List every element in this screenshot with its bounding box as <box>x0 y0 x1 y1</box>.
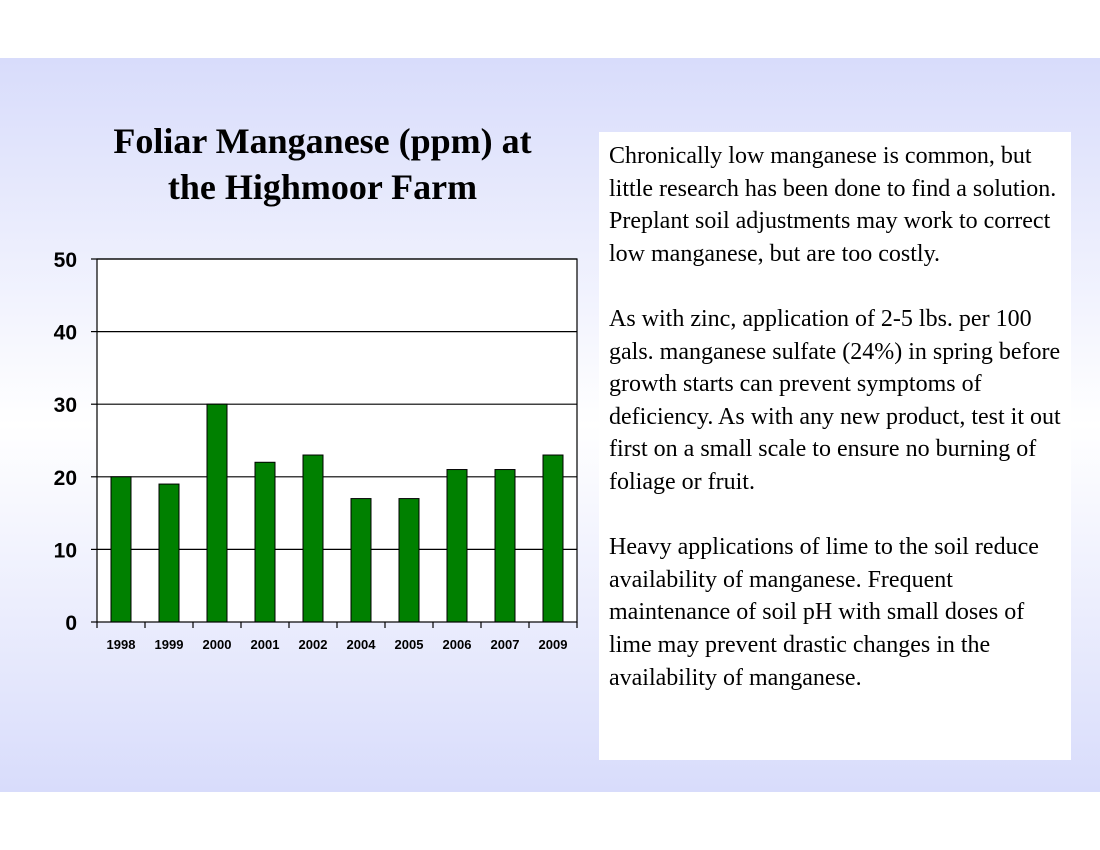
x-tick-label-2009: 2009 <box>539 637 568 652</box>
bar-2004 <box>350 498 372 623</box>
paragraph-2: As with zinc, application of 2-5 lbs. pe… <box>609 305 1061 495</box>
y-tick-label-0: 0 <box>65 612 77 635</box>
bar-2000 <box>206 403 228 623</box>
bar-2009 <box>542 454 564 623</box>
bar-2002 <box>302 454 324 623</box>
chart-title-line-1: Foliar Manganese (ppm) at <box>113 121 532 161</box>
bar-1998 <box>110 476 132 623</box>
paragraph-3: Heavy applications of lime to the soil r… <box>609 534 1039 691</box>
bar-1999 <box>158 483 180 623</box>
chart-title-line-2: the Highmoor Farm <box>167 167 478 207</box>
y-tick-label-40: 40 <box>54 322 77 345</box>
y-tick-label-50: 50 <box>54 249 77 272</box>
x-tick-label-2001: 2001 <box>251 637 280 652</box>
x-tick-label-2002: 2002 <box>299 637 328 652</box>
y-tick-label-20: 20 <box>54 467 77 490</box>
x-tick-label-1998: 1998 <box>107 637 136 652</box>
x-tick-label-2004: 2004 <box>347 637 377 652</box>
bar-2005 <box>398 498 420 623</box>
x-tick-label-2005: 2005 <box>395 637 424 652</box>
x-tick-label-2007: 2007 <box>491 637 520 652</box>
y-tick-label-10: 10 <box>54 539 77 562</box>
x-tick-label-1999: 1999 <box>155 637 184 652</box>
text-panel: Chronically low manganese is common, but… <box>599 132 1071 760</box>
bar-2007 <box>494 469 516 623</box>
x-tick-label-2000: 2000 <box>203 637 232 652</box>
paragraph-1: Chronically low manganese is common, but… <box>609 143 1057 267</box>
x-tick-label-2006: 2006 <box>443 637 472 652</box>
bar-2006 <box>446 469 468 623</box>
chart-title: Foliar Manganese (ppm) at the Highmoor F… <box>90 118 555 210</box>
bar-2001 <box>254 461 276 623</box>
y-tick-label-30: 30 <box>54 394 77 417</box>
